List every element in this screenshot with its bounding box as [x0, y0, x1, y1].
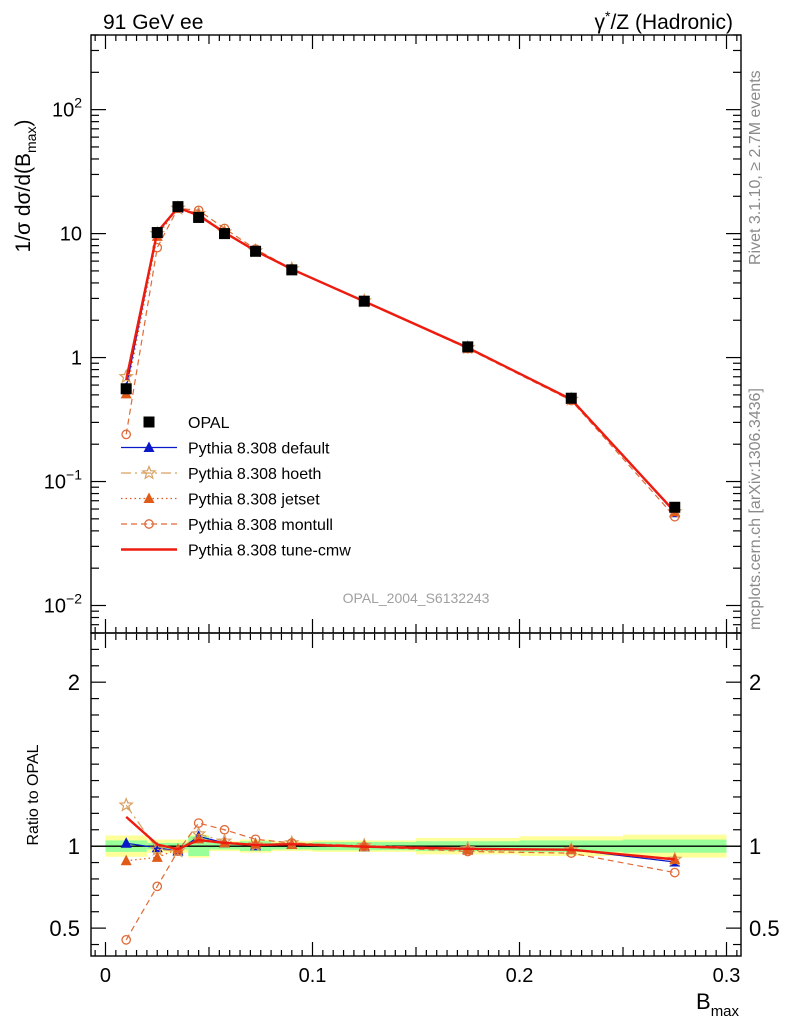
ratio-point-jetset-1 — [151, 851, 163, 862]
legend-label-default: Pythia 8.308 default — [188, 441, 330, 458]
mcplots-label: mcplots.cern.ch [arXiv:1306.3436] — [747, 388, 764, 630]
legend-marker-hoeth — [141, 464, 157, 480]
x-tick-label: 0.2 — [506, 965, 534, 987]
ratio-point-montull-8 — [462, 846, 473, 857]
ratio-y-tick-label-right: 2 — [749, 670, 761, 695]
legend-label-tunecmw: Pythia 8.308 tune-cmw — [188, 543, 351, 560]
legend-marker-opal — [143, 416, 155, 428]
y-tick-label: 102 — [52, 95, 82, 122]
ratio-y-tick-label: 2 — [68, 670, 80, 695]
x-tick-label: 0 — [100, 965, 111, 987]
ratio-point-hoeth-0 — [118, 797, 134, 812]
header-left-label: 91 GeV ee — [103, 11, 203, 34]
ratio-point-montull-4 — [219, 824, 230, 835]
ratio-y-tick-label-right: 0.5 — [749, 916, 780, 941]
ratio-y-axis-label: Ratio to OPAL — [25, 744, 42, 845]
analysis-label: OPAL_2004_S6132243 — [343, 590, 490, 606]
point-opal-6 — [286, 264, 298, 276]
rivet-version-label: Rivet 3.1.10, ≥ 2.7M events — [747, 70, 764, 265]
point-opal-4 — [219, 228, 231, 240]
ratio-plot-frame — [90, 632, 742, 957]
point-opal-1 — [151, 227, 163, 239]
ratio-line-jetset — [126, 838, 675, 862]
x-axis-label: Bmax — [696, 989, 740, 1020]
ratio-y-tick-label: 0.5 — [49, 916, 80, 941]
ratio-point-montull-5 — [250, 834, 261, 845]
point-opal-3 — [193, 211, 205, 223]
x-tick-label: 0.1 — [299, 965, 327, 987]
legend-label-opal: OPAL — [188, 415, 230, 432]
legend-item-hoeth: Pythia 8.308 hoeth — [121, 464, 321, 483]
legend-label-hoeth: Pythia 8.308 hoeth — [188, 466, 321, 483]
legend-item-default: Pythia 8.308 default — [121, 441, 330, 458]
point-opal-9 — [565, 392, 577, 404]
data-series — [118, 200, 683, 945]
ratio-point-montull-1 — [152, 881, 163, 892]
legend-marker-montull — [144, 519, 154, 529]
ratio-line-montull — [125, 822, 675, 941]
y-tick-label: 1 — [71, 348, 82, 370]
point-opal-2 — [172, 201, 184, 213]
point-opal-8 — [462, 341, 474, 353]
point-opal-7 — [358, 295, 370, 307]
ratio-point-jetset-0 — [120, 854, 132, 866]
ratio-point-montull-6 — [286, 838, 297, 848]
legend-marker-jetset — [143, 492, 155, 503]
ratio-point-default-0 — [120, 837, 132, 848]
main-y-axis-label: 1/σ dσ/d(Bmax) — [12, 120, 39, 253]
ratio-point-montull-2 — [173, 846, 183, 856]
ratio-line-tunecmw — [125, 815, 675, 861]
legend-item-jetset: Pythia 8.308 jetset — [121, 492, 320, 509]
y-tick-label: 10−2 — [44, 590, 82, 617]
legend-label-montull: Pythia 8.308 montull — [188, 517, 333, 534]
point-opal-0 — [120, 383, 132, 395]
ratio-point-montull-0 — [121, 934, 132, 945]
ratio-point-montull-10 — [669, 867, 680, 878]
point-opal-5 — [250, 245, 262, 257]
x-tick-label: 0.3 — [713, 965, 741, 987]
ratio-y-tick-label-right: 1 — [749, 834, 761, 859]
legend-item-tunecmw: Pythia 8.308 tune-cmw — [121, 543, 351, 560]
legend-item-opal: OPAL — [143, 415, 230, 432]
legend-item-montull: Pythia 8.308 montull — [121, 517, 333, 534]
y-tick-label: 10−1 — [44, 467, 82, 494]
ratio-point-montull-3 — [193, 818, 204, 828]
legend: OPAL Pythia 8.308 default Pythia 8.308 hoe… — [121, 415, 351, 560]
ratio-y-tick-label: 1 — [68, 834, 80, 859]
point-montull-0 — [121, 429, 132, 440]
y-tick-label: 10 — [60, 224, 82, 246]
header-right-label: γ*/Z (Hadronic) — [595, 8, 733, 34]
legend-label-jetset: Pythia 8.308 jetset — [188, 492, 320, 509]
legend-marker-default — [143, 441, 155, 452]
point-opal-10 — [669, 501, 681, 513]
